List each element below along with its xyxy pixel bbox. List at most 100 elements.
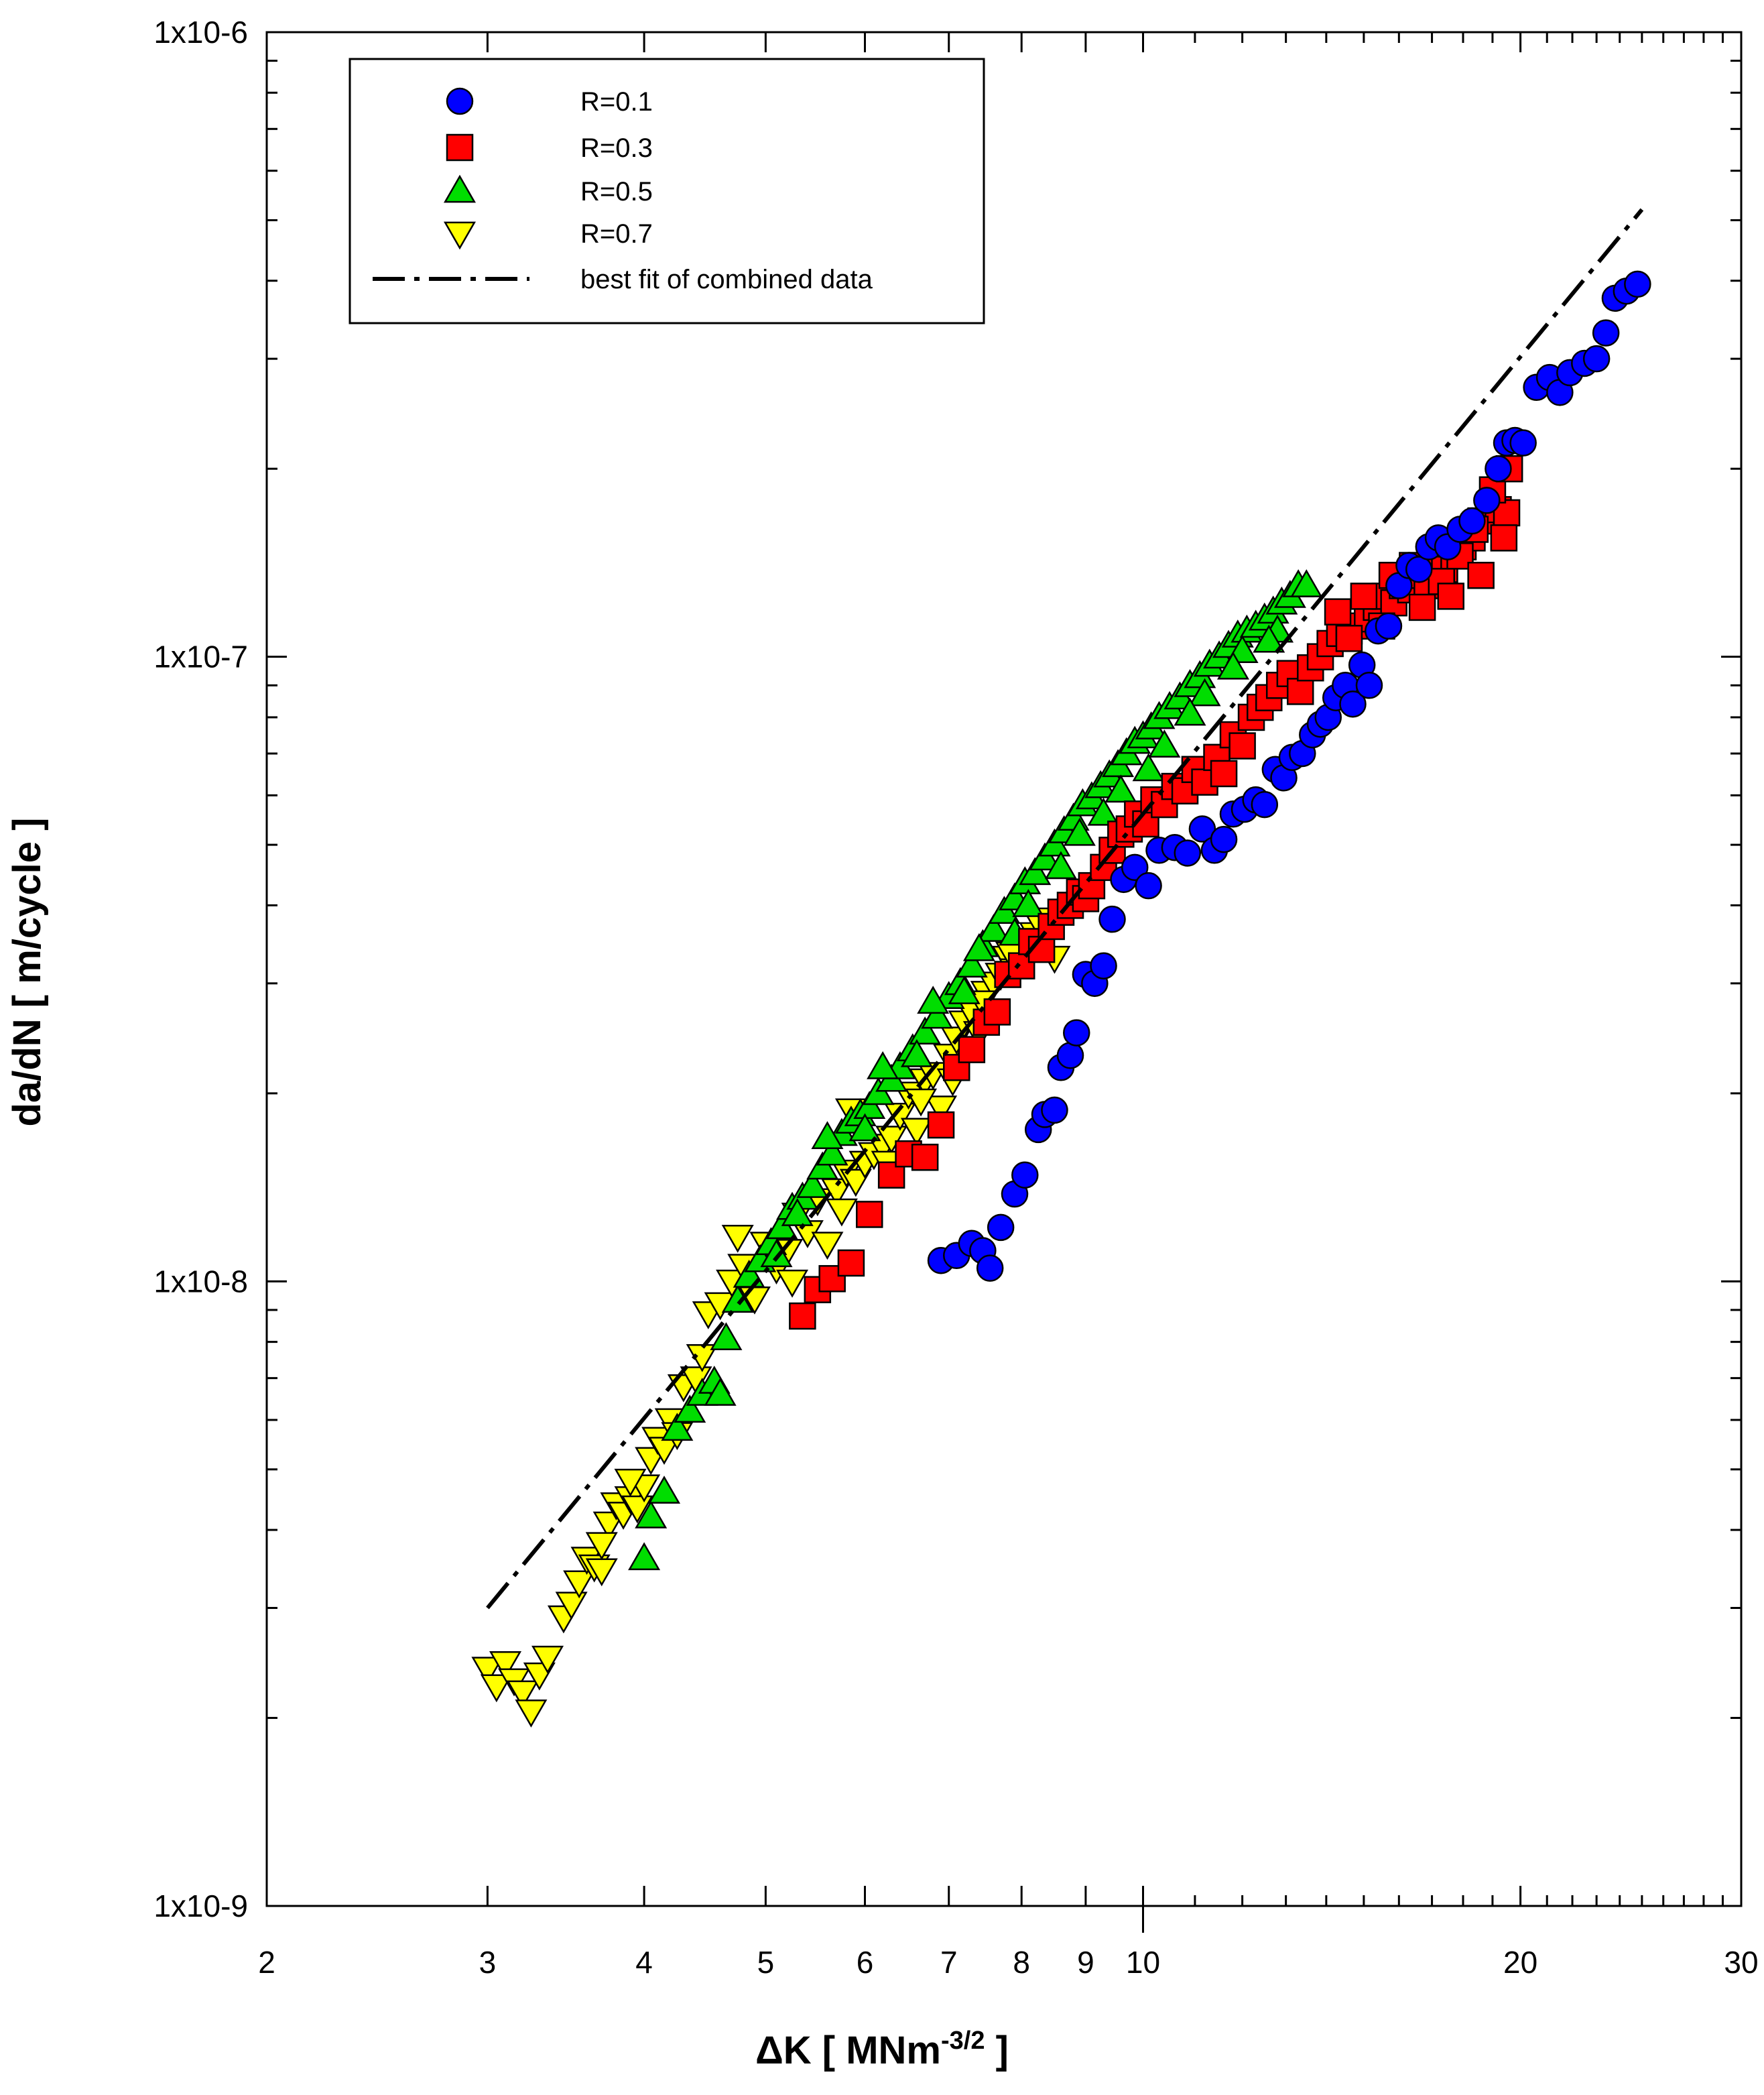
legend-marker	[446, 133, 474, 162]
y-axis-ticks: 1x10-9 1x10-8 1x10-7 1x10-6	[153, 15, 1741, 1923]
data-point	[704, 1378, 737, 1406]
data-point	[1135, 872, 1162, 900]
x-axis-title: ΔK [ MNm-3/2 ]	[755, 2027, 1009, 2072]
y-tick-label: 1x10-6	[153, 15, 248, 50]
x-tick-label: 7	[940, 1945, 958, 1980]
data-point	[848, 1113, 881, 1142]
data-point	[867, 1051, 899, 1079]
data-point	[977, 914, 1010, 942]
data-point	[976, 1254, 1004, 1282]
data-point	[911, 1144, 939, 1171]
data-point	[1405, 556, 1433, 583]
data-point	[837, 1249, 865, 1277]
x-tick-label: 6	[857, 1945, 874, 1980]
x-tick-label: 30	[1724, 1945, 1758, 1980]
data-point	[927, 1111, 955, 1139]
y-tick-label: 1x10-9	[153, 1889, 248, 1923]
data-point	[781, 1198, 814, 1226]
data-point	[1148, 729, 1181, 758]
data-point	[1408, 593, 1436, 621]
data-point	[825, 1198, 858, 1227]
data-point	[816, 1137, 848, 1166]
legend-label: R=0.1	[580, 87, 653, 117]
data-point	[1473, 487, 1501, 514]
data-point	[1355, 672, 1383, 699]
legend-label: best fit of combined data	[580, 265, 873, 294]
legend-label: R=0.7	[580, 219, 653, 249]
data-point	[839, 1169, 872, 1197]
data-point	[1375, 612, 1403, 640]
data-point	[1324, 598, 1352, 625]
data-point	[958, 1036, 986, 1063]
data-point	[1339, 690, 1367, 718]
data-point	[900, 1038, 933, 1067]
data-point	[515, 1699, 548, 1728]
data-point	[563, 1570, 596, 1599]
data-point	[1056, 1042, 1084, 1069]
data-point	[1490, 524, 1518, 552]
series-R=0.3	[789, 455, 1523, 1330]
x-tick-label: 9	[1077, 1945, 1094, 1980]
data-point	[1041, 1096, 1068, 1124]
data-point	[621, 1495, 653, 1524]
x-axis-title-end: ]	[985, 2029, 1008, 2072]
data-point	[1062, 1019, 1090, 1046]
legend-marker	[443, 221, 477, 250]
data-point	[1044, 851, 1077, 880]
data-point	[806, 1151, 839, 1180]
data-point	[1188, 678, 1221, 707]
data-point	[1286, 678, 1314, 705]
data-point	[1132, 753, 1165, 782]
x-tick-label: 2	[258, 1945, 275, 1980]
data-point	[1105, 774, 1137, 803]
x-tick-label: 5	[757, 1945, 775, 1980]
data-point	[925, 1095, 958, 1124]
series-layer	[471, 208, 1651, 1728]
data-point	[1290, 569, 1323, 597]
data-point	[796, 1170, 829, 1198]
data-point	[955, 949, 988, 978]
data-point	[506, 1680, 539, 1709]
data-point	[1087, 797, 1120, 826]
data-point	[1174, 839, 1202, 867]
data-point	[1485, 455, 1512, 483]
data-point	[1592, 319, 1620, 347]
x-axis-title-superscript: -3/2	[941, 2027, 985, 2055]
data-point	[635, 1500, 668, 1529]
data-point	[900, 1118, 933, 1146]
data-point	[1253, 624, 1285, 653]
data-point	[1509, 429, 1537, 457]
data-point	[853, 1091, 886, 1120]
data-point	[480, 1674, 513, 1703]
data-point	[648, 1476, 681, 1504]
data-point	[1467, 561, 1495, 589]
data-point	[1098, 905, 1126, 933]
data-point	[1228, 732, 1256, 760]
data-point	[614, 1468, 647, 1497]
data-point	[1624, 270, 1651, 298]
data-point	[531, 1645, 564, 1674]
y-tick-label: 1x10-8	[153, 1264, 248, 1299]
data-point	[909, 1016, 942, 1044]
data-point	[674, 1394, 706, 1423]
data-point	[721, 1224, 754, 1253]
plot-area	[265, 31, 1743, 1907]
data-point	[1458, 507, 1486, 535]
data-point	[1210, 760, 1238, 788]
data-point	[962, 933, 995, 961]
legend: R=0.1 R=0.3 R=0.5 R=0.7 best fit of combined…	[349, 58, 985, 324]
data-point	[1121, 853, 1149, 882]
series-R=0.5	[628, 569, 1323, 1571]
x-tick-label: 3	[479, 1945, 497, 1980]
x-axis-ticks: 2 3 4 5 6 7 8 9 10 20 30	[258, 32, 1759, 1980]
data-point	[1063, 817, 1096, 846]
data-point	[875, 1126, 908, 1154]
data-point	[1012, 889, 1045, 917]
data-point	[1335, 625, 1363, 652]
x-tick-label: 8	[1013, 1945, 1030, 1980]
plot-frame	[265, 31, 1743, 1907]
fit-line	[486, 208, 1644, 1610]
data-point	[855, 1201, 883, 1228]
